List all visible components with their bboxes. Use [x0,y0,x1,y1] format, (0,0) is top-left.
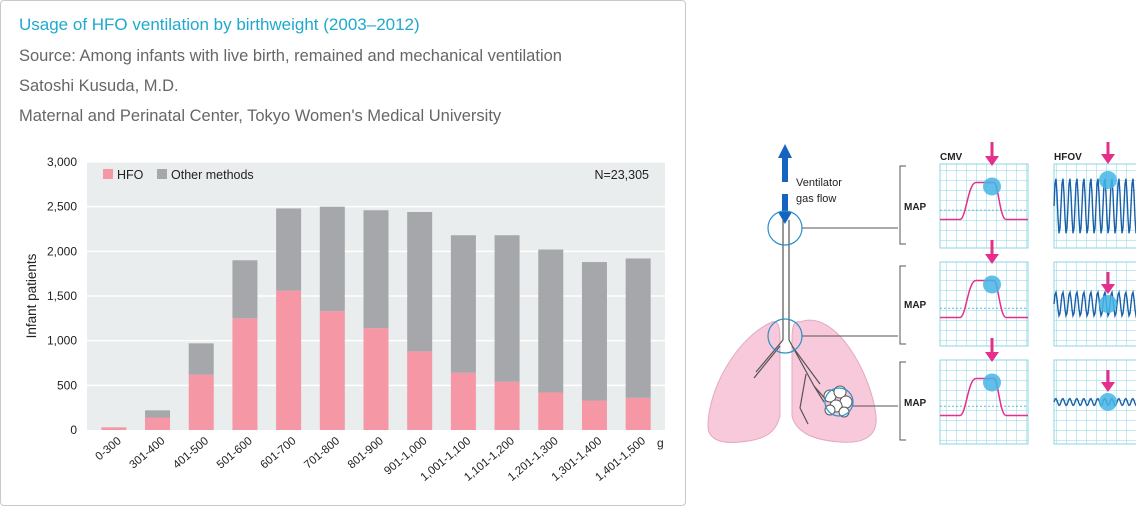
alveoli-circle [824,387,854,417]
pressure-point-marker [983,177,1001,196]
map-label-1: MAP [904,202,927,213]
legend-label-hfo: HFO [117,168,144,182]
chart-affiliation: Maternal and Perinatal Center, Tokyo Wom… [19,107,502,125]
flow-label-2: gas flow [796,193,836,205]
bars [101,206,651,430]
x-tick-label: 501-600 [215,435,255,471]
bar-other [625,258,651,398]
bar-other [232,260,258,319]
y-tick-label: 2,500 [47,200,77,214]
legend-label-other: Other methods [171,168,254,182]
pointer-arrow-icon [985,156,999,166]
bar-hfo [407,351,433,430]
bar-other [407,212,433,352]
flow-label-1: Ventilator [796,177,842,189]
connector-lines [802,227,898,407]
cmv-panel [939,163,1029,249]
bar-hfo [538,392,564,430]
map-label-3: MAP [904,398,927,409]
bar-hfo [232,318,258,430]
trachea [753,220,829,425]
col-header-hfov: HFOV [1054,152,1082,163]
y-tick-label: 500 [57,378,77,392]
y-tick-label: 2,000 [47,244,77,258]
bar-other [363,210,389,329]
bar-other [450,235,476,373]
bar-hfo [625,397,651,430]
bar-hfo [363,328,389,430]
map-label-2: MAP [904,300,927,311]
right-lung [791,319,877,443]
x-tick-label: 801-900 [346,435,386,471]
pressure-point-marker [983,275,1001,294]
x-tick-label: 401-500 [171,435,211,471]
y-tick-label: 1,500 [47,289,77,303]
bar-other [581,262,607,401]
cmv-panel [939,359,1029,445]
legend-swatch-hfo [103,169,113,179]
bar-other [276,208,302,291]
y-axis-ticks: 0 500 1,000 1,500 2,000 2,500 3,000 [47,155,77,437]
x-axis-unit: g [657,436,664,450]
n-annotation: N=23,305 [594,168,649,182]
x-tick-label: 701-800 [302,435,342,471]
bar-hfo [276,290,302,430]
pressure-point-marker [1099,171,1117,189]
bar-hfo [494,381,520,430]
bar-hfo [188,374,214,430]
x-tick-label: 0-300 [94,435,124,463]
y-tick-label: 0 [70,423,77,437]
ventilation-diagram: Ventilator gas flow CMV HFOV MAP MAP MAP [707,142,1136,445]
left-lung [707,321,781,443]
bar-other [145,410,171,418]
alveoli-cluster [823,385,853,418]
hfov-waveform [1053,397,1136,407]
y-tick-label: 1,000 [47,334,77,348]
cmv-panel [939,261,1029,347]
pointer-arrow-icon [1101,382,1115,392]
pressure-point-marker [1099,393,1117,411]
pointer-arrow-icon [985,254,999,264]
y-tick-label: 3,000 [47,155,77,169]
pointer-arrow-icon [1101,284,1115,294]
bar-other [319,206,345,312]
bar-hfo [101,427,127,430]
bar-chart: 0 500 1,000 1,500 2,000 2,500 3,000 0-300 301-4… [24,155,665,484]
hfov-waveform [1053,178,1136,234]
chart-source: Source: Among infants with live birth, r… [19,47,562,65]
brackets [899,165,906,441]
bar-hfo [319,311,345,430]
legend: HFO Other methods [103,168,254,182]
x-axis-ticks: 0-300 301-400 401-500 501-600 601-700 701-800… [94,435,649,484]
waveform-panels [939,142,1136,445]
bar-other [494,235,520,382]
chart-author: Satoshi Kusuda, M.D. [19,77,179,95]
y-axis-label: Infant patients [24,253,39,338]
col-header-cmv: CMV [940,152,963,163]
pressure-point-marker [1099,295,1117,313]
hfov-waveform [1053,289,1136,319]
bar-other [188,343,214,375]
bar-hfo [145,417,171,430]
x-tick-label: 301-400 [127,435,167,471]
pressure-point-marker [983,373,1001,392]
chart-title: Usage of HFO ventilation by birthweight … [19,15,420,34]
chart-card: Usage of HFO ventilation by birthweight … [0,0,686,506]
x-tick-label: 601-700 [258,435,298,471]
bar-hfo [450,372,476,430]
bar-hfo [581,400,607,430]
pointer-arrow-icon [1101,154,1115,164]
bar-other [538,249,564,393]
pointer-arrow-icon [985,352,999,362]
gas-flow-arrows [778,144,792,224]
legend-swatch-other [157,169,167,179]
